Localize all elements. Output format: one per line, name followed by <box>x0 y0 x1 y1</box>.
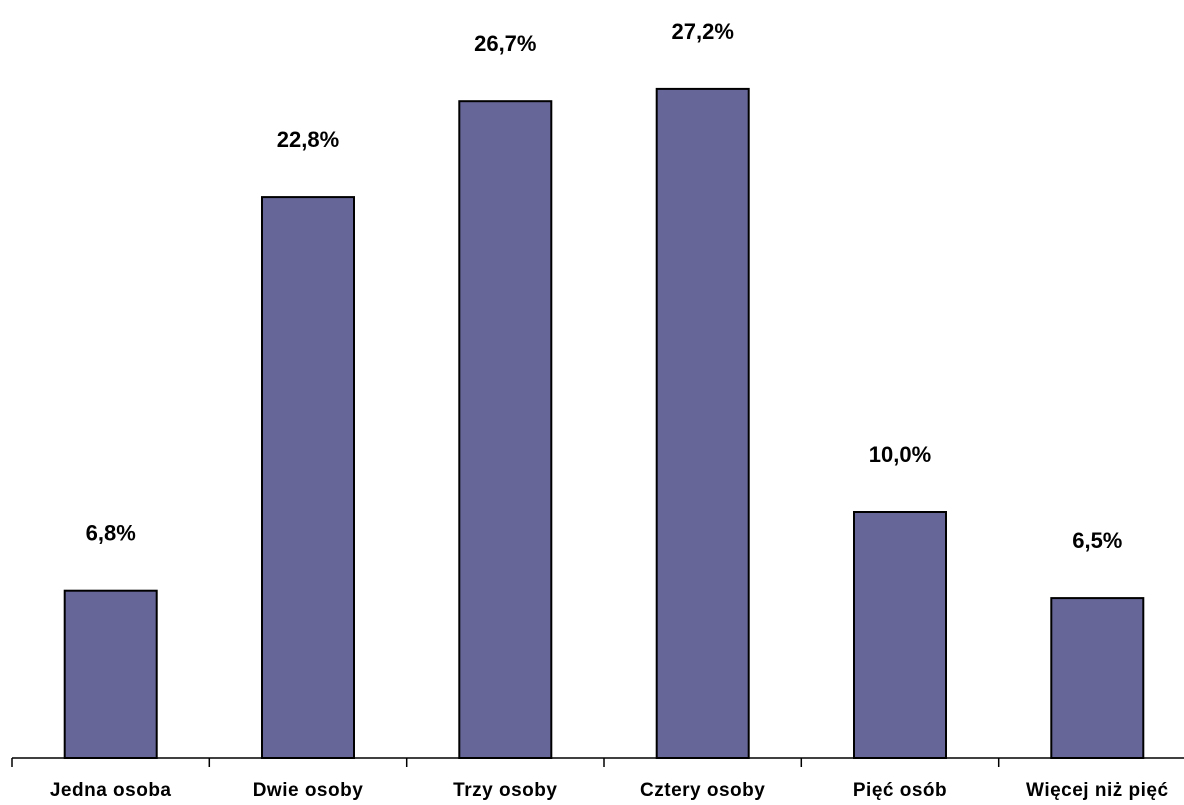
category-label-4: Cztery osoby <box>640 780 765 801</box>
data-label-5: 10,0% <box>869 442 931 467</box>
category-label-5: Pięć osób <box>853 780 947 801</box>
bars-group <box>63 87 1145 760</box>
category-label-2: Dwie osoby <box>253 780 364 801</box>
bar-2 <box>261 196 355 760</box>
data-label-2: 22,8% <box>277 127 339 152</box>
bar-6 <box>1050 597 1145 759</box>
data-label-6: 6,5% <box>1072 528 1122 553</box>
category-label-6: Więcej niż pięć <box>1026 780 1169 801</box>
data-label-1: 6,8% <box>86 521 136 546</box>
data-label-4: 27,2% <box>672 19 734 44</box>
bar-1 <box>63 589 158 760</box>
data-label-3: 26,7% <box>474 31 536 56</box>
x-axis <box>11 757 1184 767</box>
bar-4 <box>655 87 750 759</box>
category-labels-group: Jedna osoba Dwie osoby Trzy osoby Cztery os… <box>50 780 1169 801</box>
bar-5 <box>853 511 947 759</box>
category-label-3: Trzy osoby <box>453 780 557 801</box>
data-labels-group: 6,8% 22,8% 26,7% 27,2% 10,0% 6,5% <box>86 19 1123 553</box>
bar-3 <box>458 100 553 759</box>
category-label-1: Jedna osoba <box>50 780 172 801</box>
